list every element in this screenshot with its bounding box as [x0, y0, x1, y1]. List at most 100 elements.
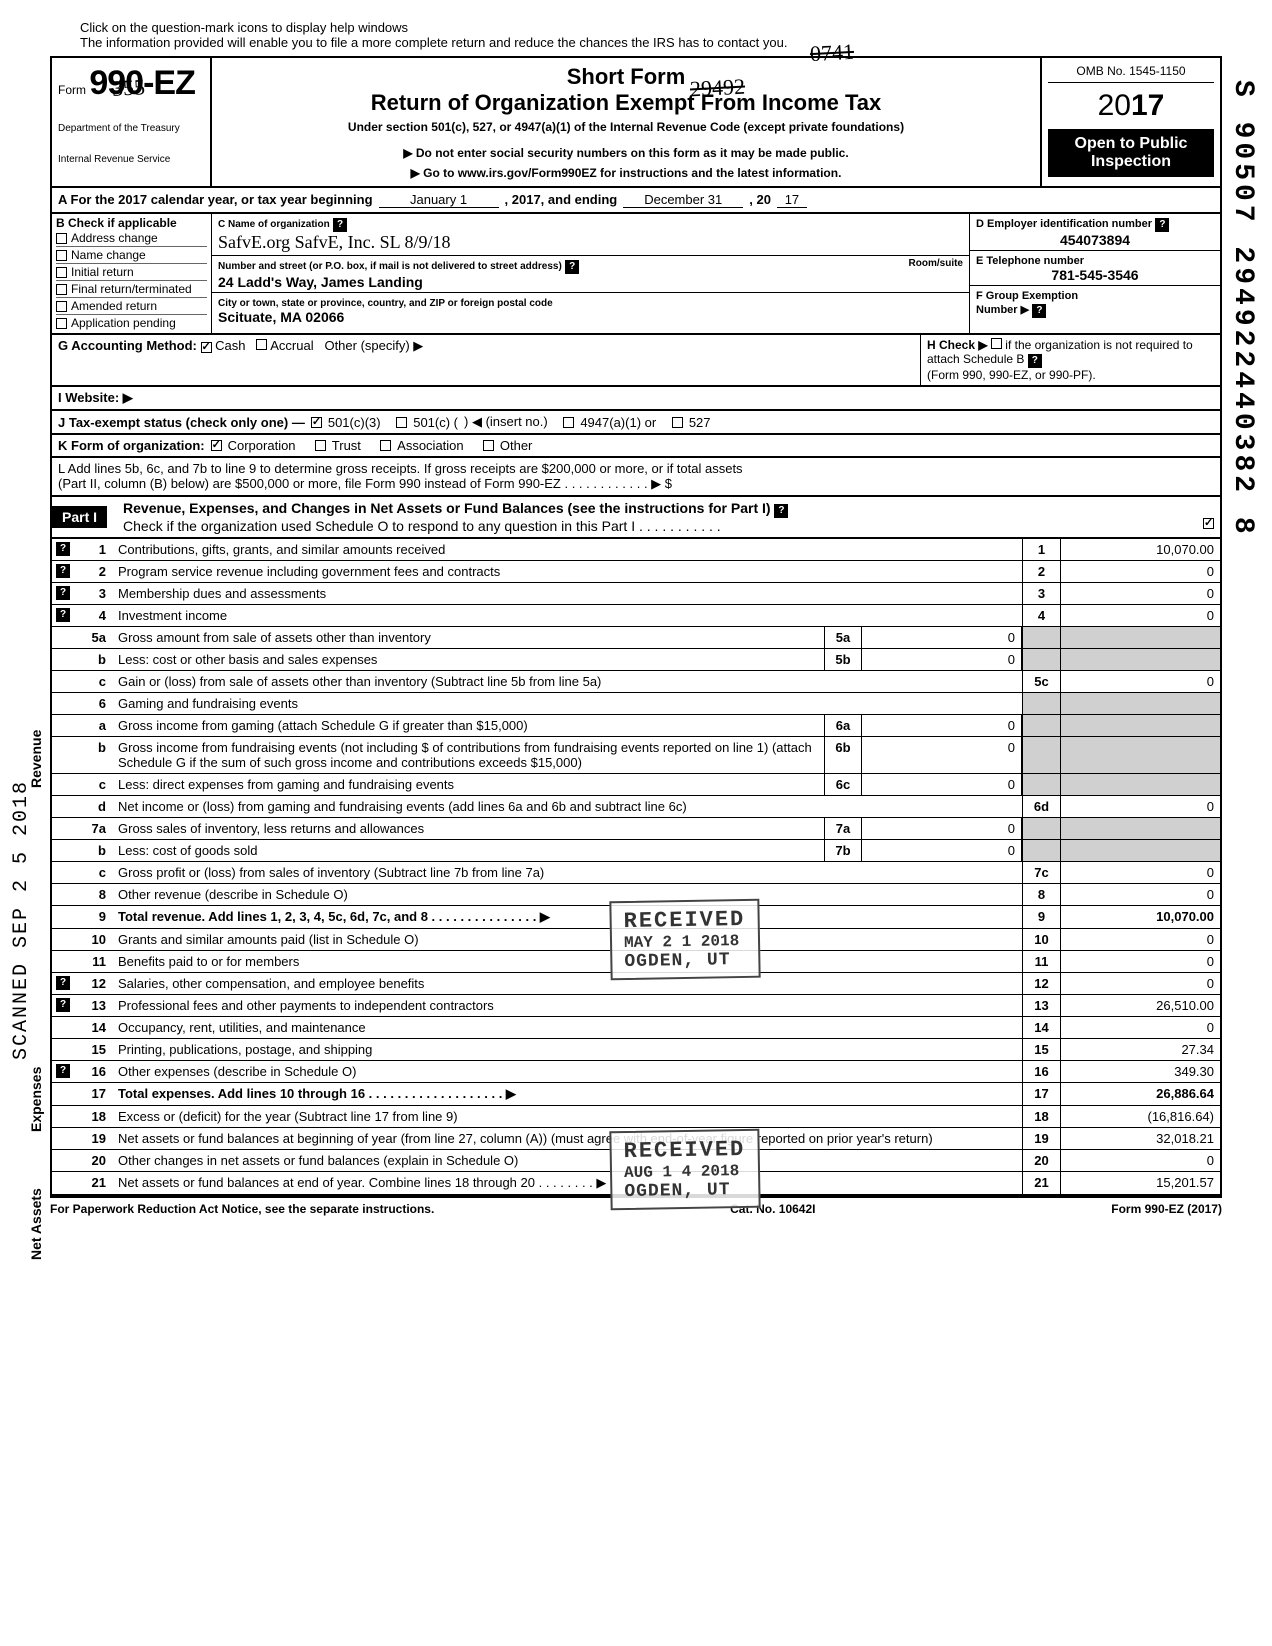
line-desc: Less: direct expenses from gaming and fu…: [114, 774, 824, 795]
chk-address-change[interactable]: Address change: [56, 230, 207, 247]
help-icon[interactable]: ?: [1028, 354, 1042, 368]
scanned-stamp: SCANNED SEP 2 5 2018: [10, 780, 33, 1060]
help-icon[interactable]: ?: [56, 542, 70, 556]
right-line-value: 0: [1060, 605, 1220, 626]
line-l1: ?1Contributions, gifts, grants, and simi…: [52, 539, 1220, 561]
chk-application-pending[interactable]: Application pending: [56, 315, 207, 331]
line-number: 13: [74, 995, 114, 1016]
help-cell: [52, 951, 74, 972]
chk-final-return[interactable]: Final return/terminated: [56, 281, 207, 298]
h-text2: (Form 990, 990-EZ, or 990-PF).: [927, 368, 1096, 382]
help-icon[interactable]: ?: [565, 260, 579, 274]
year-prefix: 20: [1098, 89, 1131, 122]
help-icon[interactable]: ?: [56, 608, 70, 622]
help-icon[interactable]: ?: [333, 218, 347, 232]
chk-corp[interactable]: [211, 440, 222, 451]
chk-schedule-o[interactable]: [1203, 518, 1214, 529]
help-cell: [52, 884, 74, 905]
row-k: K Form of organization: Corporation Trus…: [50, 435, 1222, 458]
right-line-number: 1: [1022, 539, 1060, 560]
chk-name-change[interactable]: Name change: [56, 247, 207, 264]
sub-line-value: 0: [862, 627, 1022, 648]
form-label: Form: [58, 83, 86, 97]
gray-cell: [1060, 715, 1220, 736]
row-g-h: G Accounting Method: Cash Accrual Other …: [50, 335, 1222, 387]
ein-row: D Employer identification number ? 45407…: [970, 214, 1220, 251]
chk-amended-return[interactable]: Amended return: [56, 298, 207, 315]
footer-left: For Paperwork Reduction Act Notice, see …: [50, 1202, 434, 1216]
g-cash: Cash: [215, 338, 245, 353]
gray-cell: [1022, 715, 1060, 736]
help-cell: [52, 627, 74, 648]
header-left: Form 990-EZ Department of the Treasury I…: [52, 58, 212, 186]
right-line-number: 17: [1022, 1083, 1060, 1105]
right-line-value: 0: [1060, 671, 1220, 692]
col-def: D Employer identification number ? 45407…: [970, 214, 1220, 333]
sub-line-number: 7a: [824, 818, 862, 839]
line-desc: Membership dues and assessments: [114, 583, 1022, 604]
help-cell: ?: [52, 973, 74, 994]
help-cell: ?: [52, 1061, 74, 1082]
line-desc: Gross sales of inventory, less returns a…: [114, 818, 824, 839]
gray-cell: [1022, 774, 1060, 795]
right-line-value: 349.30: [1060, 1061, 1220, 1082]
line-l6a: aGross income from gaming (attach Schedu…: [52, 715, 1220, 737]
j-4947: 4947(a)(1) or: [580, 415, 656, 430]
row-i: I Website: ▶: [50, 387, 1222, 411]
help-icon[interactable]: ?: [56, 998, 70, 1012]
chk-4947[interactable]: [563, 417, 574, 428]
chk-501c3[interactable]: [311, 417, 322, 428]
line-l17: 17Total expenses. Add lines 10 through 1…: [52, 1083, 1220, 1106]
chk-assoc[interactable]: [380, 440, 391, 451]
j-527: 527: [689, 415, 711, 430]
chk-other[interactable]: [483, 440, 494, 451]
help-cell: ?: [52, 561, 74, 582]
form-header: Form 990-EZ Department of the Treasury I…: [50, 56, 1222, 188]
stamp2-received: RECEIVED: [623, 1137, 745, 1164]
top-note-2: The information provided will enable you…: [80, 35, 1222, 50]
right-line-value: 0: [1060, 973, 1220, 994]
form-number: 990-EZ: [89, 64, 195, 102]
line-number: 14: [74, 1017, 114, 1038]
chk-527[interactable]: [672, 417, 683, 428]
right-line-number: 3: [1022, 583, 1060, 604]
chk-501c[interactable]: [396, 417, 407, 428]
help-icon[interactable]: ?: [56, 1064, 70, 1078]
help-icon[interactable]: ?: [1155, 218, 1169, 232]
line-l7c: cGross profit or (loss) from sales of in…: [52, 862, 1220, 884]
gray-cell: [1060, 693, 1220, 714]
gray-cell: [1060, 627, 1220, 648]
help-cell: [52, 1172, 74, 1194]
col-c-org-info: C Name of organization ? SafvE.org SafvE…: [212, 214, 970, 333]
line-number: 9: [74, 906, 114, 928]
gray-cell: [1022, 649, 1060, 670]
sub-line-value: 0: [862, 840, 1022, 861]
gray-cell: [1060, 774, 1220, 795]
line-number: c: [74, 671, 114, 692]
help-icon[interactable]: ?: [56, 976, 70, 990]
help-cell: [52, 796, 74, 817]
line-l16: ?16Other expenses (describe in Schedule …: [52, 1061, 1220, 1083]
col-b-checkboxes: B Check if applicable Address change Nam…: [52, 214, 212, 333]
line-number: d: [74, 796, 114, 817]
help-icon[interactable]: ?: [1032, 304, 1046, 318]
chk-h[interactable]: [991, 338, 1002, 349]
k-assoc: Association: [397, 438, 463, 453]
help-icon[interactable]: ?: [56, 586, 70, 600]
chk-trust[interactable]: [315, 440, 326, 451]
right-line-number: 16: [1022, 1061, 1060, 1082]
right-line-number: 21: [1022, 1172, 1060, 1194]
chk-cash[interactable]: [201, 342, 212, 353]
l-line2: (Part II, column (B) below) are $500,000…: [58, 476, 1214, 492]
help-icon[interactable]: ?: [56, 564, 70, 578]
chk-initial-return[interactable]: Initial return: [56, 264, 207, 281]
help-cell: [52, 840, 74, 861]
right-line-number: 11: [1022, 951, 1060, 972]
handwritten-2: 29492: [689, 74, 745, 103]
line-number: 16: [74, 1061, 114, 1082]
chk-accrual[interactable]: [256, 339, 267, 350]
help-cell: [52, 1039, 74, 1060]
line-number: c: [74, 862, 114, 883]
section-bcdef: B Check if applicable Address change Nam…: [50, 214, 1222, 335]
help-icon[interactable]: ?: [774, 504, 788, 518]
